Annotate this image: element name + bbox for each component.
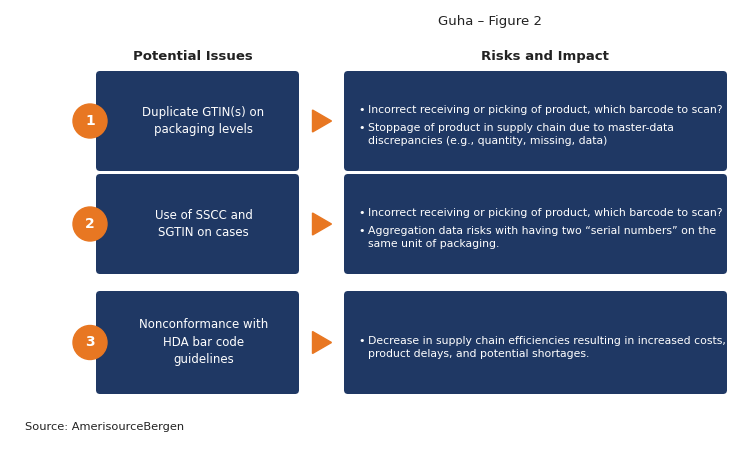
Polygon shape bbox=[313, 110, 332, 132]
Text: 3: 3 bbox=[86, 336, 94, 350]
Text: Aggregation data risks with having two “serial numbers” on the
same unit of pack: Aggregation data risks with having two “… bbox=[368, 226, 716, 249]
Text: Stoppage of product in supply chain due to master-data
discrepancies (e.g., quan: Stoppage of product in supply chain due … bbox=[368, 123, 674, 146]
Text: Use of SSCC and
SGTIN on cases: Use of SSCC and SGTIN on cases bbox=[154, 209, 253, 239]
Text: Guha – Figure 2: Guha – Figure 2 bbox=[438, 15, 542, 28]
Text: 1: 1 bbox=[85, 114, 94, 128]
Text: Potential Issues: Potential Issues bbox=[134, 50, 253, 63]
Text: Incorrect receiving or picking of product, which barcode to scan?: Incorrect receiving or picking of produc… bbox=[368, 105, 722, 116]
FancyBboxPatch shape bbox=[96, 291, 299, 394]
Circle shape bbox=[73, 207, 107, 241]
FancyBboxPatch shape bbox=[344, 71, 727, 171]
Circle shape bbox=[73, 104, 107, 138]
FancyBboxPatch shape bbox=[96, 174, 299, 274]
FancyBboxPatch shape bbox=[344, 291, 727, 394]
Text: •: • bbox=[358, 336, 364, 346]
FancyBboxPatch shape bbox=[96, 71, 299, 171]
Text: 2: 2 bbox=[85, 217, 94, 231]
Text: Nonconformance with
HDA bar code
guidelines: Nonconformance with HDA bar code guideli… bbox=[139, 319, 268, 366]
Polygon shape bbox=[313, 332, 332, 354]
Text: Decrease in supply chain efficiencies resulting in increased costs,
product dela: Decrease in supply chain efficiencies re… bbox=[368, 336, 726, 359]
Circle shape bbox=[73, 325, 107, 360]
Polygon shape bbox=[313, 213, 332, 235]
Text: Incorrect receiving or picking of product, which barcode to scan?: Incorrect receiving or picking of produc… bbox=[368, 208, 722, 219]
Text: Source: AmerisourceBergen: Source: AmerisourceBergen bbox=[25, 422, 184, 432]
Text: •: • bbox=[358, 226, 364, 236]
Text: •: • bbox=[358, 208, 364, 219]
FancyBboxPatch shape bbox=[344, 174, 727, 274]
Text: •: • bbox=[358, 123, 364, 133]
Text: Risks and Impact: Risks and Impact bbox=[481, 50, 609, 63]
Text: •: • bbox=[358, 105, 364, 116]
Text: Duplicate GTIN(s) on
packaging levels: Duplicate GTIN(s) on packaging levels bbox=[142, 106, 265, 136]
